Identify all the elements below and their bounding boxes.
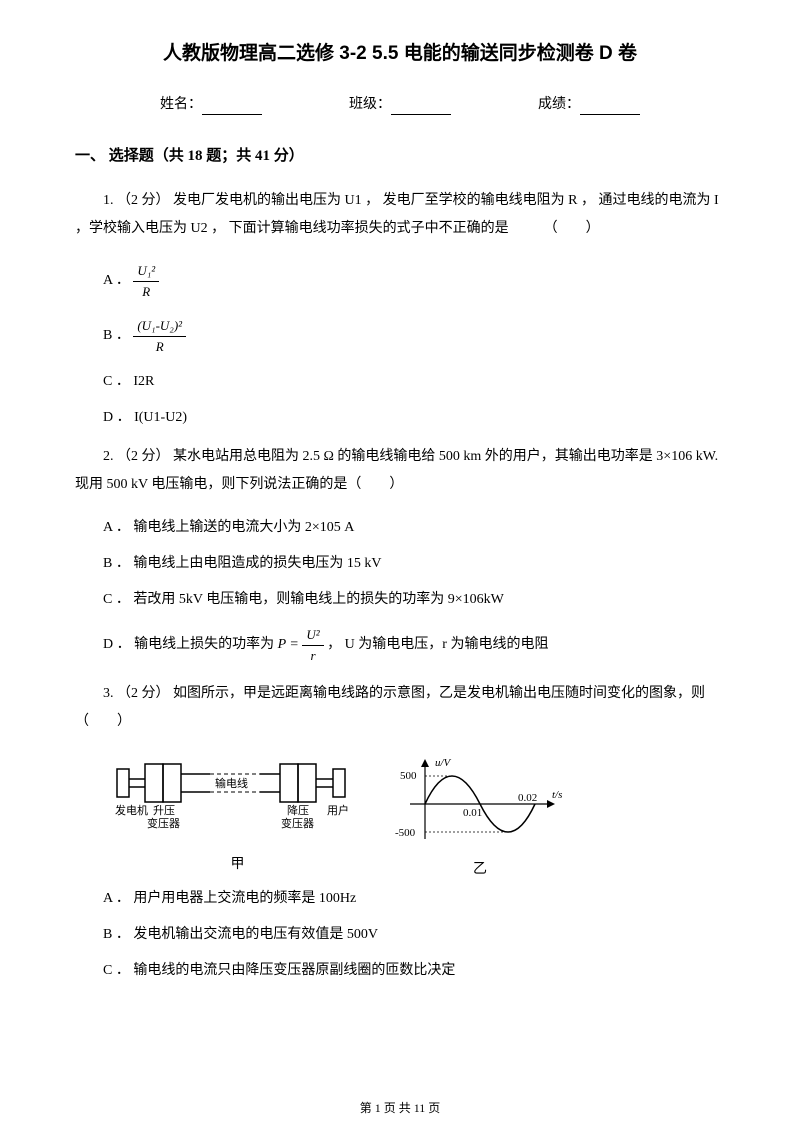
page-title: 人教版物理高二选修 3-2 5.5 电能的输送同步检测卷 D 卷	[75, 40, 725, 69]
section-header: 一、 选择题（共 18 题；共 41 分）	[75, 145, 725, 168]
q1-option-c: C ． I2R	[75, 371, 725, 392]
figure-jia: 发电机 升压 变压器 输电线 降压 变压器 用户 甲	[115, 754, 360, 875]
question-2: 2. （2 分） 某水电站用总电阻为 2.5 Ω 的输电线输电给 500 km …	[75, 443, 725, 499]
q3-option-b: B ． 发电机输出交流电的电压有效值是 500V	[75, 924, 725, 945]
fraction: (U₁-U₂)² R	[133, 316, 186, 356]
svg-text:t/s: t/s	[552, 789, 562, 801]
q1-option-b: B ． (U₁-U₂)² R	[75, 316, 725, 356]
q1-points: （2 分）	[117, 193, 170, 208]
svg-text:-500: -500	[395, 827, 416, 839]
question-3: 3. （2 分） 如图所示，甲是远距离输电线路的示意图，乙是发电机输出电压随时间…	[75, 680, 725, 736]
q3-option-c: C ． 输电线的电流只由降压变压器原副线圈的匝数比决定	[75, 960, 725, 981]
yi-label: 乙	[390, 859, 570, 880]
fraction: U² r	[302, 625, 323, 665]
svg-text:0.01: 0.01	[463, 807, 482, 819]
class-blank	[391, 99, 451, 115]
class-label: 班级：	[349, 94, 391, 115]
q1-option-d: D ． I(U1-U2)	[75, 407, 725, 428]
q3-points: （2 分）	[117, 686, 170, 701]
q2-option-a: A ． 输电线上输送的电流大小为 2×105 A	[75, 517, 725, 538]
jia-label: 甲	[115, 854, 360, 875]
fraction: U₁² R	[133, 261, 159, 301]
q3-option-a: A ． 用户用电器上交流电的频率是 100Hz	[75, 888, 725, 909]
q1-num: 1.	[103, 193, 114, 208]
q3-text: 如图所示，甲是远距离输电线路的示意图，乙是发电机输出电压随时间变化的图象，则（ …	[75, 686, 705, 729]
svg-text:变压器: 变压器	[281, 816, 314, 830]
score-blank	[580, 99, 640, 115]
svg-text:0.02: 0.02	[518, 792, 537, 804]
svg-text:变压器: 变压器	[147, 816, 180, 830]
svg-text:降压: 降压	[287, 803, 309, 817]
figure-yi: u/V 500 -500 0.01 0.02 t/s 乙	[390, 754, 570, 880]
q1-text: 发电厂发电机的输出电压为 U1 ， 发电厂至学校的输电线电阻为 R ， 通过电线…	[75, 193, 719, 236]
q2-option-b: B ． 输电线上由电阻造成的损失电压为 15 kV	[75, 553, 725, 574]
question-1: 1. （2 分） 发电厂发电机的输出电压为 U1 ， 发电厂至学校的输电线电阻为…	[75, 187, 725, 243]
svg-text:用户: 用户	[327, 803, 349, 817]
q1-option-a: A ． U₁² R	[75, 261, 725, 301]
name-blank	[202, 99, 262, 115]
svg-text:500: 500	[400, 770, 417, 782]
q2-option-d: D ． 输电线上损失的功率为 P = U² r ， U 为输电电压，r 为输电线…	[75, 625, 725, 665]
q2-text: 某水电站用总电阻为 2.5 Ω 的输电线输电给 500 km 外的用户，其输出电…	[75, 449, 718, 492]
svg-text:输电线: 输电线	[215, 776, 248, 790]
q2-option-c: C ． 若改用 5kV 电压输电，则输电线上的损失的功率为 9×106kW	[75, 589, 725, 610]
svg-text:u/V: u/V	[435, 757, 452, 769]
name-label: 姓名：	[160, 94, 202, 115]
q2-num: 2.	[103, 449, 114, 464]
score-label: 成绩：	[538, 94, 580, 115]
figure-row: 发电机 升压 变压器 输电线 降压 变压器 用户 甲 u/V 500 -500 …	[115, 754, 725, 880]
q2-points: （2 分）	[117, 449, 170, 464]
page-footer: 第 1 页 共 11 页	[0, 1099, 800, 1117]
header-fields: 姓名： 班级： 成绩：	[75, 94, 725, 115]
svg-text:发电机: 发电机	[115, 803, 148, 817]
svg-text:升压: 升压	[153, 804, 175, 817]
q3-num: 3.	[103, 686, 114, 701]
